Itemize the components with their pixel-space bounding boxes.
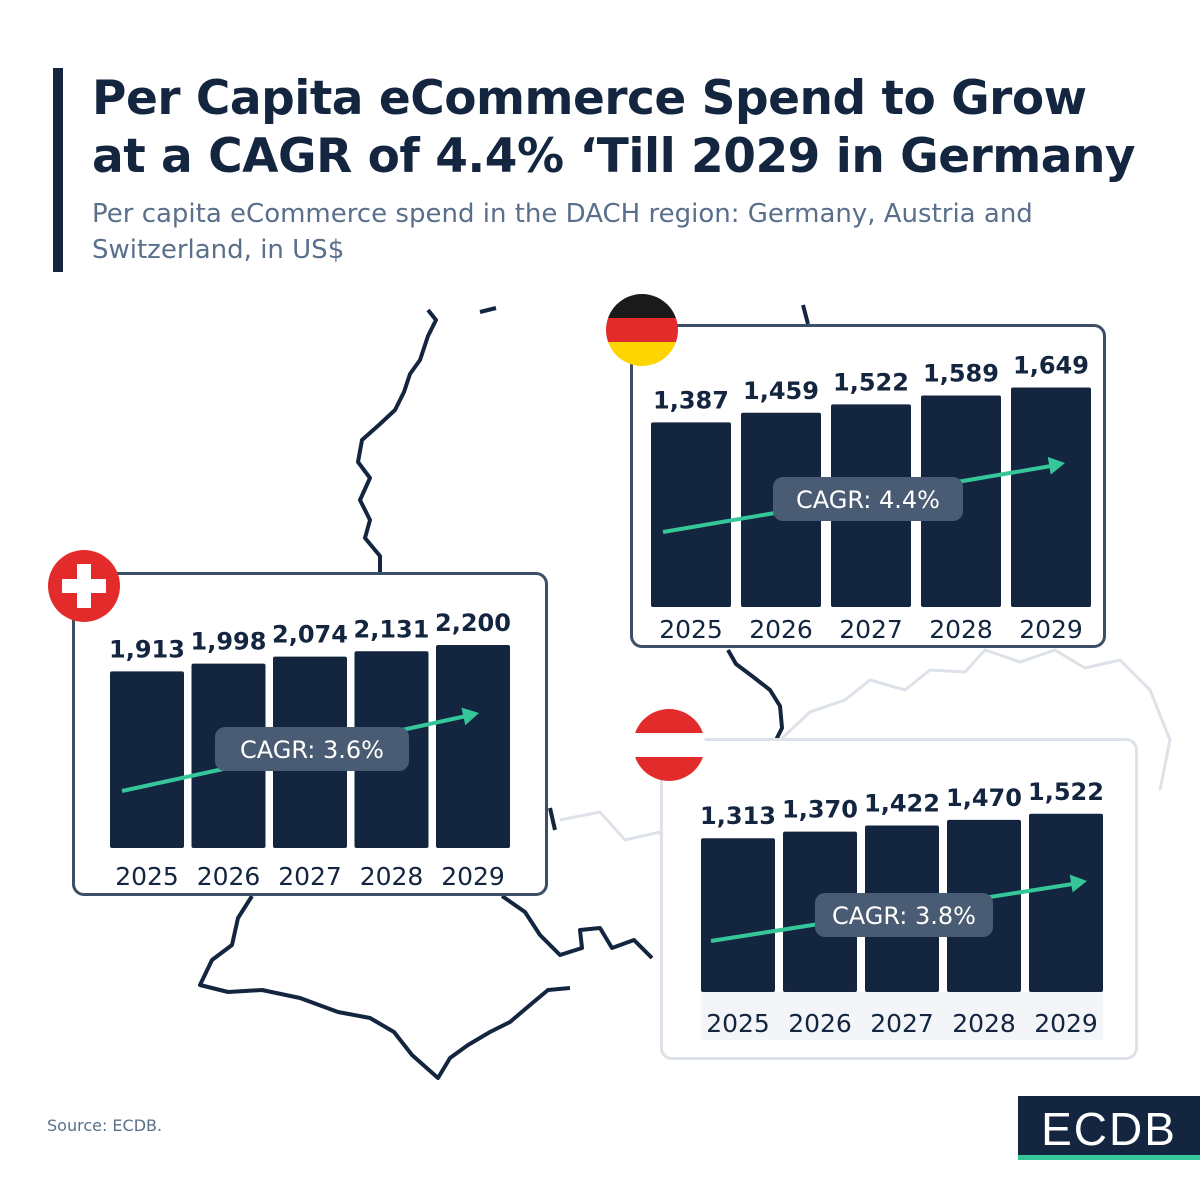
x-tick-2026: 2026 [197, 862, 261, 891]
germany-flag [606, 294, 678, 366]
cagr-arrow-head [461, 707, 479, 726]
cagr-badge [815, 893, 993, 937]
switzerland-bar-chart: 1,913 2025 1,998 2026 2,074 2027 2,131 2028 2,20… [109, 609, 511, 891]
austria-chart-panel: 1,313 2025 1,370 2026 1,422 2027 1,470 2028 1,52… [660, 738, 1138, 1060]
title-accent-bar [53, 68, 63, 272]
bar-2029 [436, 644, 510, 848]
x-axis-band [701, 992, 1103, 1040]
bar-2025 [701, 838, 775, 992]
x-tick-2027: 2027 [278, 862, 342, 891]
subtitle-line-2: Switzerland, in US$ [92, 235, 345, 265]
logo-text: ECDB [1041, 1103, 1177, 1155]
title-line-1: Per Capita eCommerce Spend to Grow [92, 71, 1087, 126]
source-note: Source: ECDB. [47, 1116, 163, 1135]
switzerland-chart-panel: 1,913 2025 1,998 2026 2,074 2027 2,131 2028 2,20… [72, 572, 548, 896]
x-tick-2029: 2029 [1019, 615, 1083, 644]
bar-2029 [1011, 387, 1091, 607]
cagr-badge [773, 477, 963, 521]
cagr-label: CAGR: 3.6% [240, 736, 384, 764]
cagr-label: CAGR: 3.8% [832, 902, 976, 930]
germany-chart-panel: 1,387 2025 1,459 2026 1,522 2027 1,589 2028 1,64… [630, 324, 1106, 648]
logo-underline [1018, 1155, 1200, 1160]
x-tick-2028: 2028 [952, 1009, 1016, 1038]
cagr-arrow-head [1047, 456, 1065, 475]
cagr-badge [215, 727, 409, 771]
value-label-2026: 1,370 [782, 796, 858, 824]
austria-flag [633, 709, 705, 781]
subtitle-line-1: Per capita eCommerce spend in the DACH r… [92, 199, 1033, 229]
value-label-2027: 2,074 [272, 621, 348, 649]
value-label-2029: 1,649 [1013, 352, 1089, 380]
x-tick-2025: 2025 [115, 862, 179, 891]
value-label-2028: 2,131 [354, 615, 430, 643]
page-title: Per Capita eCommerce Spend to Grow at a … [92, 70, 1172, 186]
x-tick-2028: 2028 [929, 615, 993, 644]
x-tick-2029: 2029 [441, 862, 505, 891]
value-label-2026: 1,998 [191, 628, 267, 656]
cagr-arrow-head [1069, 874, 1087, 893]
x-tick-2027: 2027 [870, 1009, 934, 1038]
x-tick-2025: 2025 [706, 1009, 770, 1038]
switzerland-border [198, 894, 654, 1080]
title-line-2: at a CAGR of 4.4% ‘Till 2029 in Germany [92, 129, 1136, 184]
x-tick-2026: 2026 [749, 615, 813, 644]
value-label-2029: 1,522 [1028, 778, 1104, 806]
value-label-2027: 1,522 [833, 368, 909, 396]
x-tick-2026: 2026 [788, 1009, 852, 1038]
germany-border-lower [548, 807, 557, 831]
value-label-2025: 1,313 [700, 802, 776, 830]
switzerland-flag [48, 550, 120, 622]
value-label-2029: 2,200 [435, 609, 511, 637]
value-label-2025: 1,913 [109, 635, 185, 663]
ecdb-logo: ECDB [1018, 1096, 1200, 1160]
x-tick-2029: 2029 [1034, 1009, 1098, 1038]
bar-2025 [651, 422, 731, 607]
value-label-2025: 1,387 [653, 386, 729, 414]
bar-2029 [1029, 813, 1103, 992]
austria-bar-chart: 1,313 2025 1,370 2026 1,422 2027 1,470 2028 1,52… [700, 778, 1104, 1040]
x-tick-2025: 2025 [659, 615, 723, 644]
germany-border [356, 304, 810, 741]
value-label-2028: 1,470 [946, 784, 1022, 812]
x-tick-2028: 2028 [360, 862, 424, 891]
cagr-label: CAGR: 4.4% [796, 486, 940, 514]
value-label-2027: 1,422 [864, 789, 940, 817]
page-subtitle: Per capita eCommerce spend in the DACH r… [92, 196, 1172, 268]
germany-bar-chart: 1,387 2025 1,459 2026 1,522 2027 1,589 2028 1,64… [651, 352, 1091, 644]
value-label-2028: 1,589 [923, 360, 999, 388]
value-label-2026: 1,459 [743, 377, 819, 405]
bar-2025 [110, 671, 184, 848]
x-tick-2027: 2027 [839, 615, 903, 644]
